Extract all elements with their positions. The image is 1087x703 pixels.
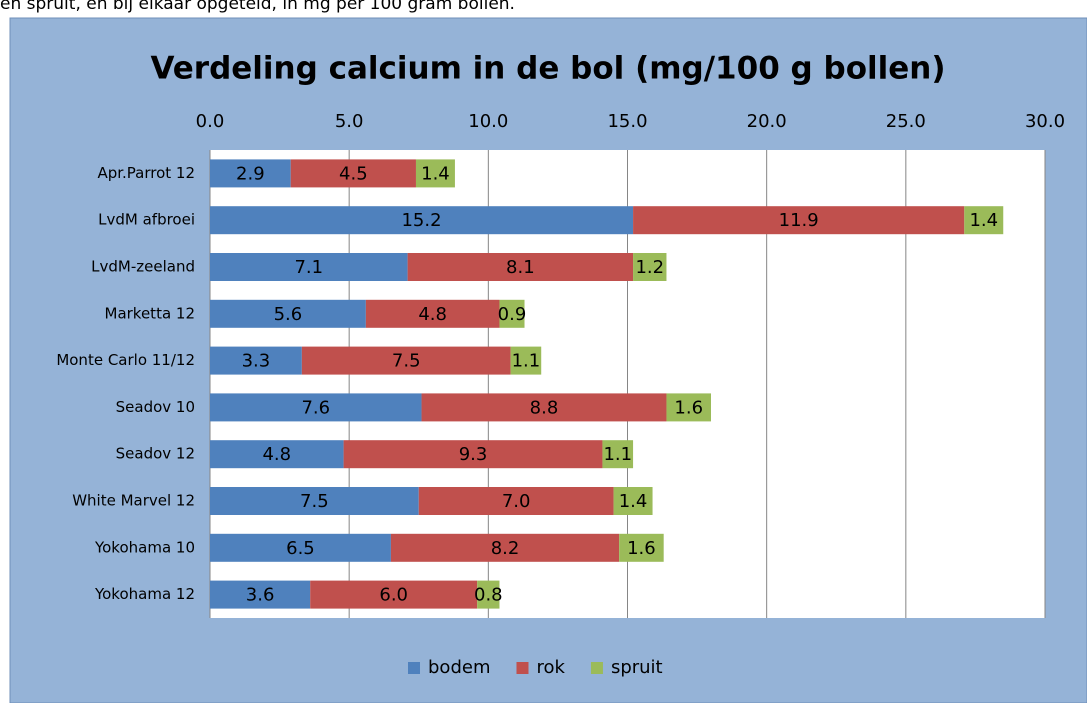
y-tick-label: Yokohama 10 [94,538,195,556]
bar-segment [666,393,711,422]
bar-segment [602,440,634,469]
data-label: 2.9 [236,163,265,184]
chart-title: Verdeling calcium in de bol (mg/100 g bo… [150,51,945,87]
data-label: 1.4 [619,491,648,512]
data-label: 3.6 [246,585,275,606]
bar-segment [210,580,311,609]
data-label: 8.2 [491,538,520,559]
legend-swatch [590,662,603,674]
bar-segment [365,299,500,328]
data-label: 1.4 [969,210,998,231]
bar-segment [964,206,1004,235]
data-label: 0.8 [474,585,503,606]
bar-segment [510,346,542,375]
y-tick-label: LvdM-zeeland [91,258,195,276]
data-label: 15.2 [401,210,441,231]
data-label: 6.0 [379,585,408,606]
data-label: 1.6 [627,538,656,559]
data-label: 3.3 [242,351,271,372]
bar-segment [343,440,603,469]
y-tick-label: Monte Carlo 11/12 [56,351,195,369]
data-label: 7.6 [301,397,330,418]
bar-segment [421,393,667,422]
legend-label: rok [536,657,565,678]
data-label: 11.9 [779,210,819,231]
data-label: 8.1 [506,257,535,278]
data-label: 4.8 [418,304,447,325]
caption: en spruit, en bij elkaar opgeteld, in mg… [0,0,515,14]
data-label: 4.8 [262,444,291,465]
bar-segment [210,533,391,562]
data-label: 0.9 [498,304,527,325]
bar-segment [210,393,422,422]
bar-segment [210,206,634,235]
y-tick-label: Marketta 12 [105,304,196,322]
data-label: 6.5 [286,538,315,559]
data-label: 8.8 [530,397,559,418]
data-label: 1.6 [674,397,703,418]
bar-segment [633,253,667,281]
bar-segment [418,487,614,515]
bar-segment [210,440,344,469]
data-label: 5.6 [274,304,303,325]
y-tick-label: Seadov 12 [116,445,195,463]
bar-segment [301,346,511,375]
data-label: 1.4 [421,163,450,184]
data-label: 1.2 [635,257,664,278]
x-tick-label: 15.0 [607,111,647,132]
data-label: 9.3 [459,444,488,465]
x-tick-label: 10.0 [468,111,508,132]
bar-segment [210,253,408,281]
bar-segment [633,206,965,235]
y-tick-label: Yokohama 12 [94,585,195,603]
x-tick-label: 25.0 [886,111,926,132]
bar-segment [210,346,302,375]
data-label: 1.1 [512,351,541,372]
data-label: 7.5 [392,351,421,372]
y-tick-label: Apr.Parrot 12 [97,164,195,182]
legend-label: spruit [611,657,663,678]
legend-label: bodem [428,657,490,678]
bar-segment [613,487,653,515]
bar-segment [407,253,634,281]
bar-segment [477,580,500,609]
bar-segment [210,299,366,328]
x-tick-label: 5.0 [335,111,364,132]
y-tick-label: White Marvel 12 [72,492,195,510]
legend-swatch [408,662,420,674]
bar-segment [290,159,416,188]
data-label: 4.5 [339,163,368,184]
bar-segment [310,580,478,609]
bar-segment [210,159,291,188]
data-label: 7.0 [502,491,531,512]
x-tick-label: 30.0 [1025,111,1065,132]
data-label: 7.5 [300,491,329,512]
data-label: 1.1 [603,444,632,465]
x-tick-label: 0.0 [196,111,225,132]
bar-segment [390,533,620,562]
y-tick-label: LvdM afbroei [98,211,195,229]
bar-segment [619,533,664,562]
bar-segment [499,299,525,328]
legend-swatch [516,662,529,674]
x-tick-label: 20.0 [747,111,787,132]
bar-segment [210,487,419,515]
data-label: 7.1 [294,257,323,278]
bar-segment [415,159,455,188]
y-tick-label: Seadov 10 [116,398,195,416]
